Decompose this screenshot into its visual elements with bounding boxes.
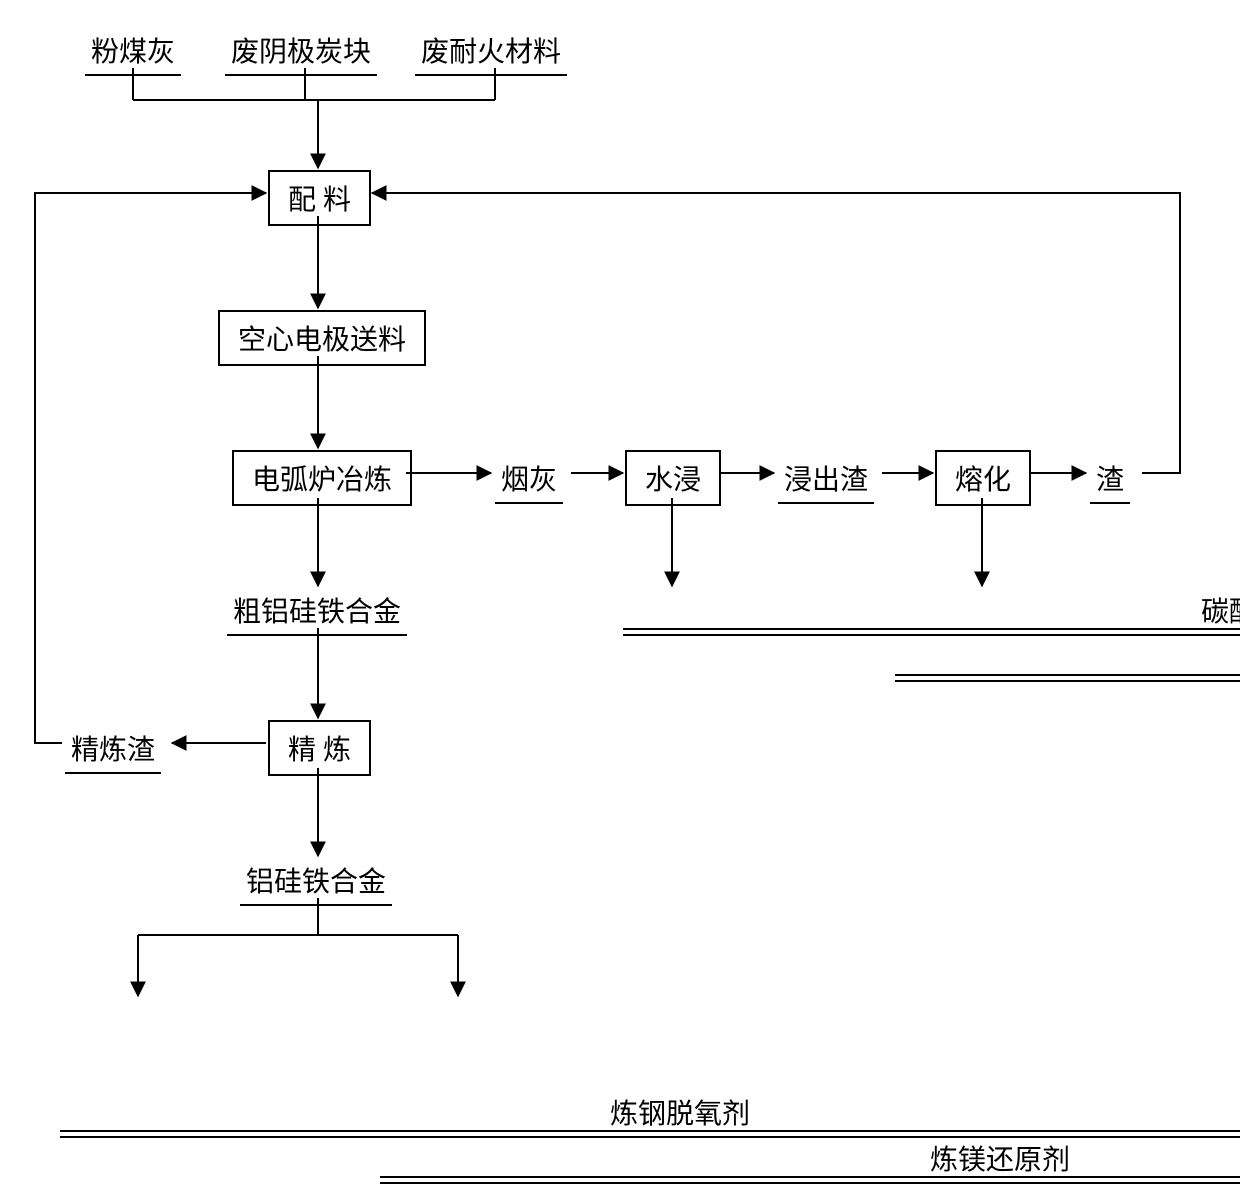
intermediate-slag: 渣 [1090, 458, 1130, 504]
input-fly-ash: 粉煤灰 [85, 30, 181, 76]
intermediate-al-si-fe-alloy: 铝硅铁合金 [240, 860, 392, 906]
output-steel-deoxidizer: 炼钢脱氧剂 [60, 1092, 1240, 1138]
step-hollow-electrode-feed: 空心电极送料 [218, 310, 426, 366]
input-waste-cathode: 废阴极炭块 [225, 30, 377, 76]
step-water-leaching: 水浸 [625, 450, 721, 506]
output-fluoride-electrolyte: 氟化物电解质 [895, 636, 1240, 682]
intermediate-ash: 烟灰 [495, 458, 563, 504]
intermediate-refining-slag: 精炼渣 [65, 728, 161, 774]
flow-edges [0, 0, 1240, 1177]
output-sodium-carbonate: 碳酸钠 [623, 590, 1240, 636]
intermediate-leach-residue: 浸出渣 [778, 458, 874, 504]
step-batching: 配 料 [268, 170, 371, 226]
input-waste-refractory: 废耐火材料 [415, 30, 567, 76]
output-mg-reductant: 炼镁还原剂 [380, 1138, 1240, 1184]
step-melting: 熔化 [935, 450, 1031, 506]
step-arc-furnace-smelting: 电弧炉冶炼 [232, 450, 412, 506]
intermediate-crude-alloy: 粗铝硅铁合金 [227, 590, 407, 636]
step-refining: 精 炼 [268, 720, 371, 776]
